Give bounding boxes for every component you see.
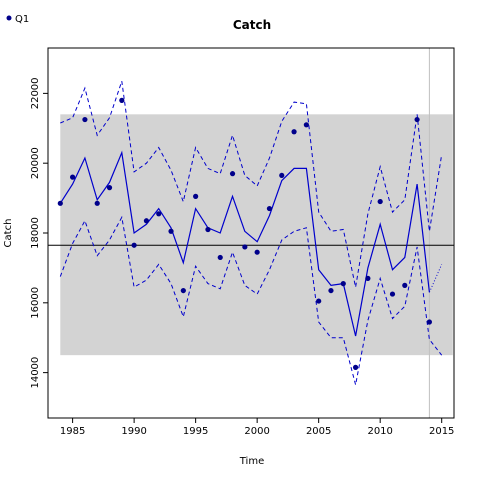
reference-band [60, 114, 453, 356]
observed-point [279, 172, 285, 179]
observed-point [365, 275, 371, 281]
observed-point [389, 291, 396, 297]
observed-point [328, 287, 334, 294]
observed-point [414, 116, 420, 123]
series-forecast [428, 264, 443, 293]
y-tick-label: 16000 [30, 287, 41, 319]
x-tick-label: 1990 [121, 426, 146, 437]
series-upper-bound [60, 81, 443, 288]
plot-area [48, 48, 454, 418]
observed-point [229, 171, 236, 177]
observed-point [70, 174, 76, 180]
chart-title: Catch [233, 18, 271, 32]
observed-point [340, 281, 346, 287]
x-tick-label: 2005 [306, 426, 331, 437]
observed-point [57, 200, 63, 206]
observed-point [143, 218, 150, 224]
observed-point [180, 287, 186, 294]
observed-point [377, 198, 383, 205]
observed-point [94, 200, 100, 206]
y-axis-label: Catch [3, 219, 14, 248]
y-tick-label: 18000 [30, 217, 41, 249]
series-fit [59, 150, 430, 337]
x-axis: 1985 1990 1995 2000 2005 2010 2015 [60, 418, 454, 437]
observed-point [193, 193, 199, 199]
x-tick-label: 2000 [244, 426, 269, 437]
observed-point [106, 185, 113, 191]
observed-point [131, 242, 137, 248]
observed-point [426, 319, 432, 325]
y-tick-label: 20000 [30, 147, 41, 179]
observed-point [402, 282, 408, 288]
y-tick-label: 14000 [30, 357, 41, 389]
observed-point [119, 97, 125, 103]
y-axis: 14000 16000 18000 20000 22000 [30, 77, 48, 389]
observed-point [254, 249, 260, 255]
legend: Q1 [6, 14, 29, 25]
observed-point [156, 211, 162, 217]
legend-label-q1: Q1 [15, 14, 29, 25]
observed-point [303, 122, 309, 128]
observed-point [316, 298, 322, 304]
observed-point [242, 244, 248, 250]
x-tick-label: 2015 [429, 426, 454, 437]
observed-point [168, 228, 174, 234]
observed-point [352, 364, 359, 370]
x-tick-label: 2010 [367, 426, 392, 437]
observed-point [205, 226, 211, 233]
x-axis-label: Time [239, 456, 264, 467]
x-tick-label: 1985 [60, 426, 85, 437]
series-lower-bound [59, 215, 443, 385]
observed-point [291, 129, 297, 135]
x-tick-label: 1995 [183, 426, 208, 437]
observed-point [266, 205, 273, 212]
observed-point [217, 254, 223, 261]
legend-marker-q1 [6, 15, 12, 21]
observed-point [82, 116, 88, 123]
y-tick-label: 22000 [30, 77, 41, 109]
